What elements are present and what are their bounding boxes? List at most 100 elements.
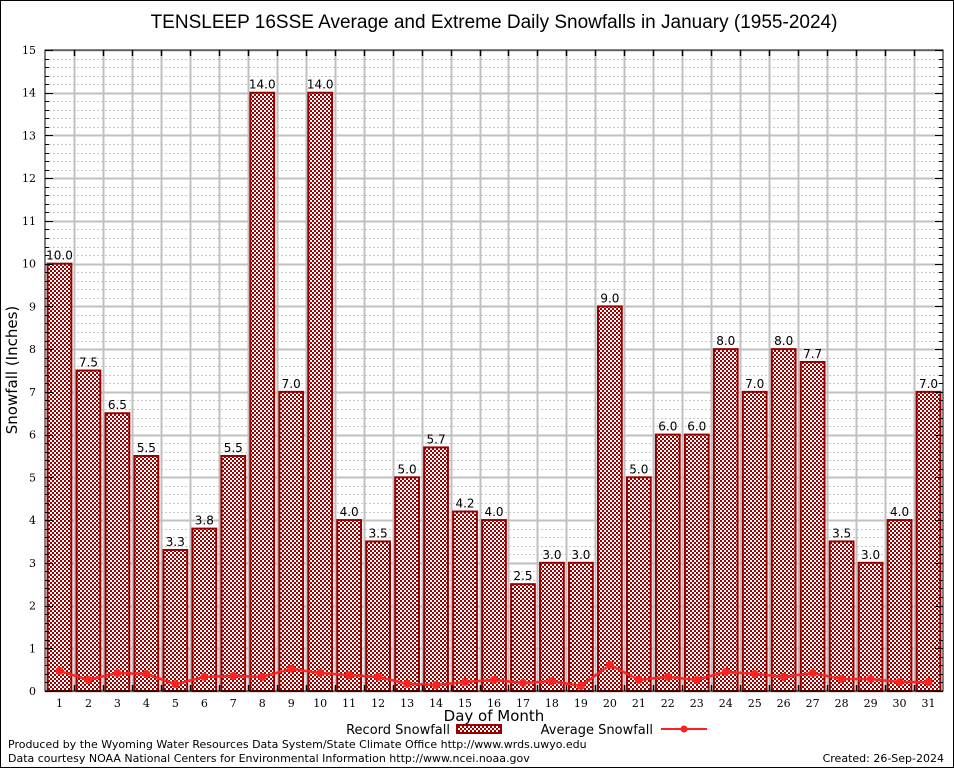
data-label-day-8: 14.0 [249,78,276,92]
x-tick-label: 30 [893,697,907,710]
legend-record-swatch [456,724,502,734]
data-label-day-6: 3.8 [195,514,214,528]
average-point-day-16 [490,675,498,684]
average-point-day-31 [924,678,933,687]
data-label-day-1: 10.0 [46,249,73,263]
data-label-day-26: 8.0 [774,334,793,348]
record-bar-day-25 [741,390,768,692]
average-point-day-26 [779,672,788,681]
data-label-day-2: 7.5 [79,356,98,370]
y-tick-label: 7 [29,386,36,399]
legend: Record Snowfall Average Snowfall [346,723,707,738]
x-tick-labels: 1 2 3 4 5 6 7 8 9 10 11 12 13 14 15 16 17 18 19 20 21 22 23 24 2… [56,697,936,710]
x-tick-label: 8 [259,697,266,710]
x-tick-label: 19 [574,697,588,710]
record-bar-day-18 [539,561,565,692]
data-label-day-23: 6.0 [687,420,706,434]
x-tick-label: 24 [719,697,733,710]
data-label-day-4: 5.5 [137,441,156,455]
data-label-day-3: 6.5 [108,398,127,412]
data-label-day-24: 8.0 [716,334,735,348]
average-point-day-21 [634,675,643,684]
x-tick-label: 26 [777,697,791,710]
record-bar-day-14 [423,446,449,693]
y-tick-label: 5 [29,471,36,484]
y-tick-label: 10 [22,258,36,271]
x-tick-label: 22 [661,697,675,710]
data-label-day-14: 5.7 [427,432,446,446]
average-point-day-3 [113,669,122,678]
average-point-day-30 [895,678,904,687]
footer-created: Created: 26-Sep-2024 [823,752,944,765]
average-point-day-4 [142,669,151,678]
record-bar-day-6 [191,527,218,693]
y-tick-label: 0 [29,685,36,698]
x-tick-label: 23 [690,697,704,710]
average-point-day-2 [84,675,93,684]
record-bar-day-11 [336,519,363,692]
x-tick-label: 4 [143,697,150,710]
x-tick-label: 20 [603,697,617,710]
record-bars [46,91,942,693]
y-tick-label: 12 [22,172,36,185]
x-tick-label: 28 [835,697,849,710]
average-point-day-7 [229,672,238,681]
chart-title: TENSLEEP 16SSE Average and Extreme Daily… [151,12,838,33]
legend-average-label: Average Snowfall [541,723,653,738]
average-point-day-24 [721,667,730,676]
data-label-day-21: 5.0 [629,462,648,476]
y-tick-label: 1 [29,642,36,655]
data-label-day-28: 3.5 [832,526,851,540]
data-label-day-18: 3.0 [542,548,561,562]
data-label-day-31: 7.0 [919,377,938,391]
average-line [55,660,933,690]
x-tick-label: 29 [864,697,878,710]
y-axis-label: Snowfall (Inches) [3,306,21,434]
legend-record-label: Record Snowfall [346,723,450,738]
record-bar-day-23 [683,433,710,692]
x-tick-label: 25 [748,697,762,710]
y-tick-label: 3 [29,557,36,570]
y-tick-label: 11 [22,215,36,228]
average-point-day-28 [837,675,846,684]
y-tick-label: 6 [29,429,36,442]
x-tick-label: 21 [632,697,646,710]
data-label-day-9: 7.0 [282,377,301,391]
average-point-day-23 [692,675,701,684]
x-tick-label: 2 [85,697,92,710]
x-tick-label: 14 [429,697,443,710]
record-bar-day-22 [654,433,681,692]
record-bar-day-20 [596,305,623,692]
average-point-day-20 [605,660,614,669]
average-point-day-6 [200,672,209,681]
data-label-day-17: 2.5 [513,569,532,583]
x-tick-label: 15 [458,697,472,710]
y-tick-label: 13 [22,129,36,142]
average-point-day-14 [432,681,441,690]
record-bar-day-28 [828,540,855,693]
x-tick-label: 16 [487,697,501,710]
data-label-day-12: 3.5 [369,526,388,540]
record-bar-day-24 [712,348,739,692]
x-tick-label: 7 [230,697,237,710]
data-label-day-13: 5.0 [398,462,417,476]
y-tick-label: 8 [29,343,36,356]
y-tick-label: 15 [22,44,36,57]
record-bar-day-8 [249,91,276,692]
record-bar-day-26 [770,348,797,692]
data-label-day-30: 4.0 [890,505,909,519]
record-bar-day-21 [625,476,652,693]
record-bar-day-5 [162,548,189,692]
data-label-day-20: 9.0 [600,291,619,305]
x-tick-label: 31 [922,697,936,710]
footer-produced-by: Produced by the Wyoming Water Resources … [8,738,587,751]
record-bar-day-16 [481,519,507,692]
x-tick-label: 1 [56,697,63,710]
average-point-day-29 [866,675,875,684]
average-point-day-10 [316,669,325,678]
data-label-day-19: 3.0 [571,548,590,562]
average-point-day-15 [461,678,470,687]
data-label-day-5: 3.3 [166,535,185,549]
record-bar-day-31 [915,390,942,692]
